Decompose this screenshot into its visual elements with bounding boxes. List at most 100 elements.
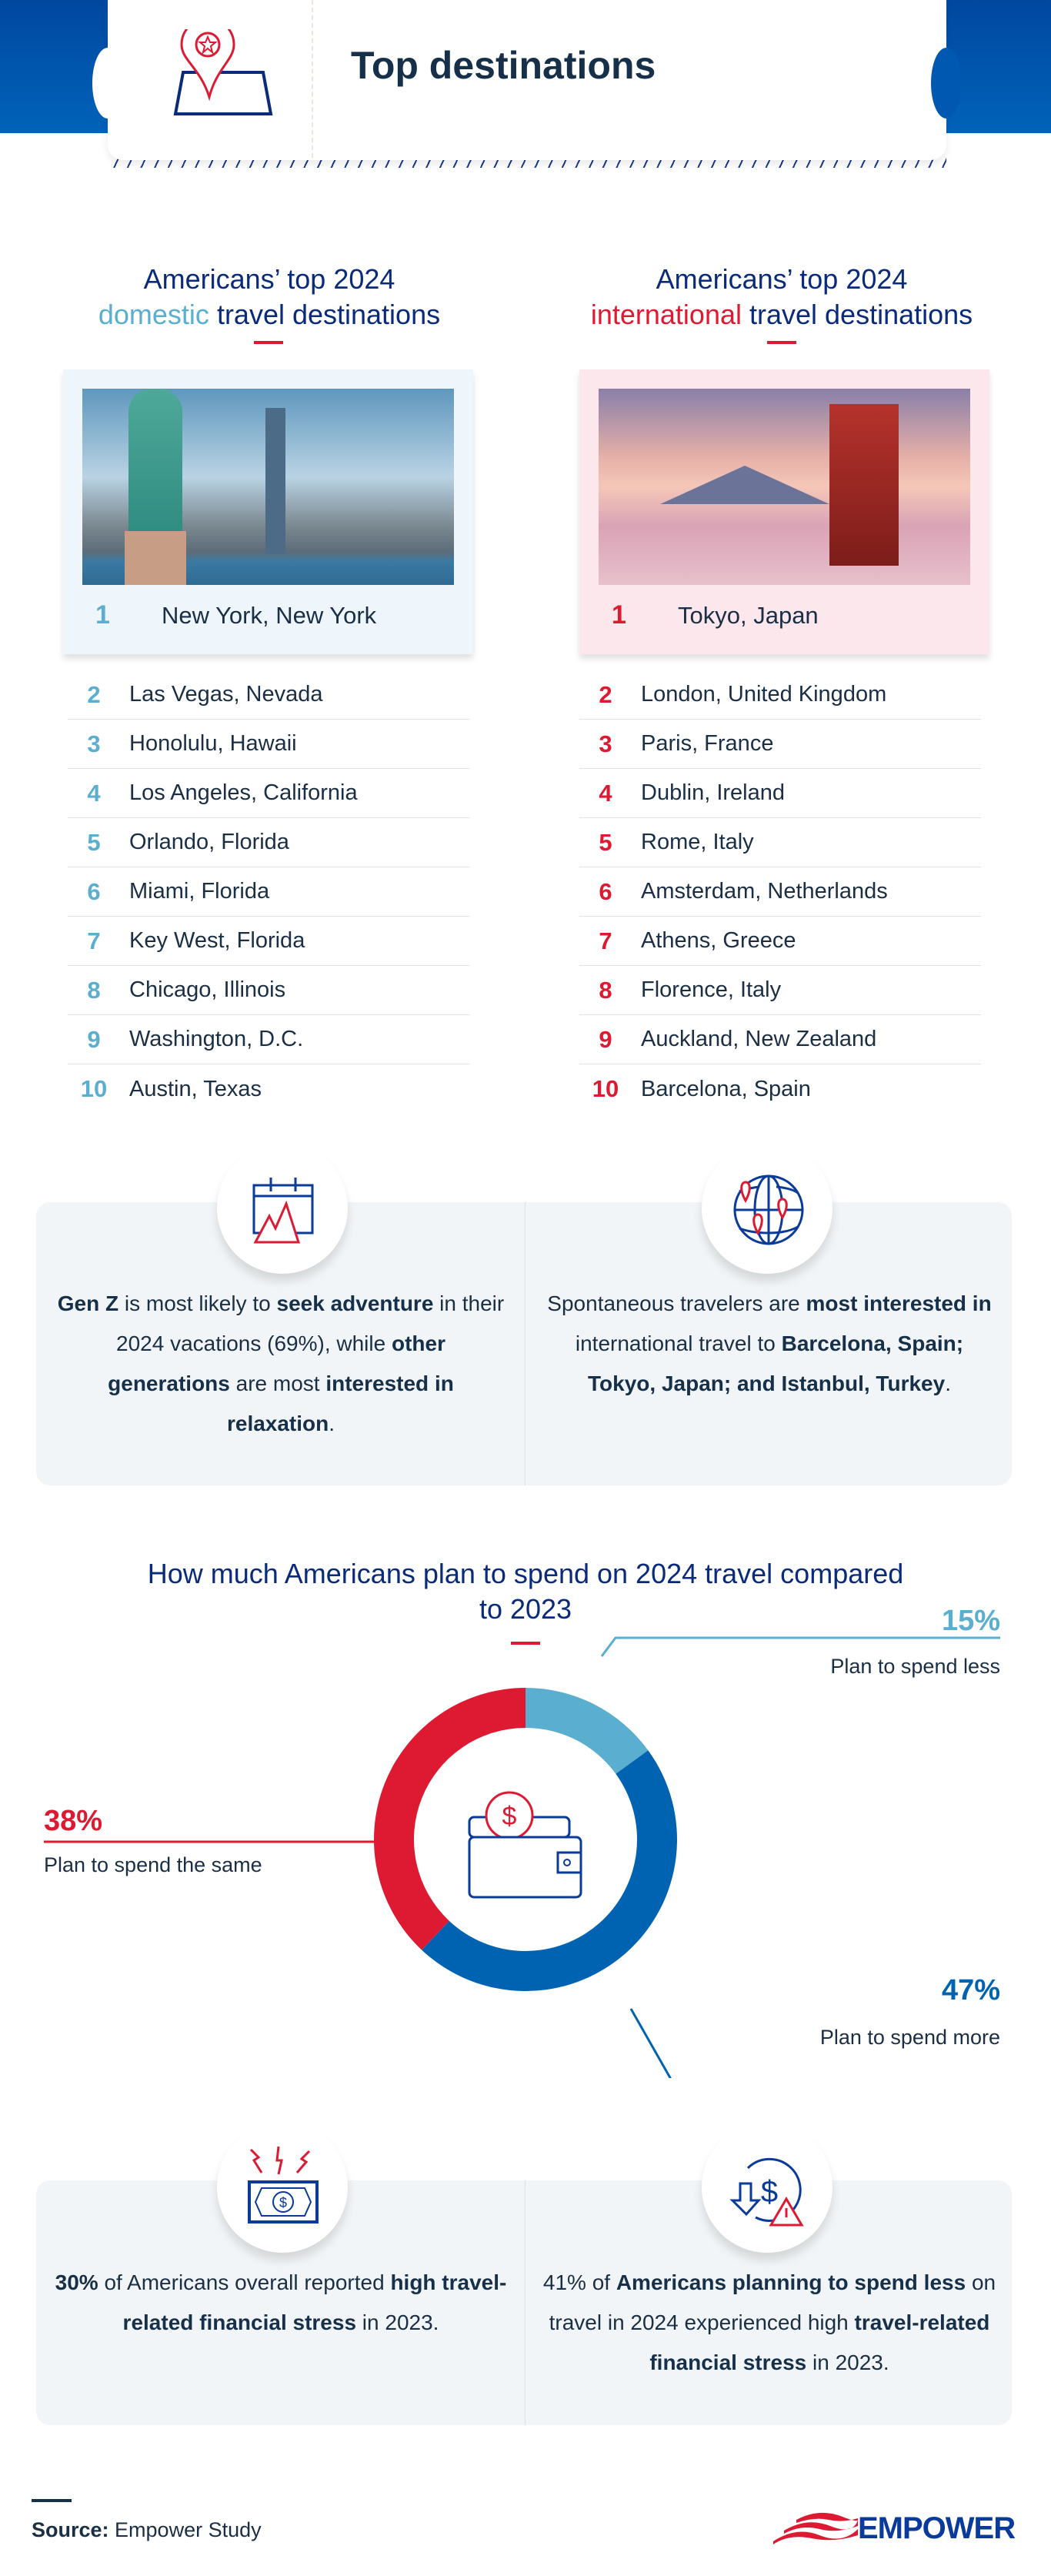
text-segment: . <box>329 1412 335 1435</box>
header-card <box>108 0 946 160</box>
insights-panel <box>36 1202 1012 1485</box>
bold-text: interested in relaxation <box>226 1372 454 1435</box>
rank-number: 4 <box>87 779 101 807</box>
stress-divider <box>525 2180 526 2425</box>
title-rest: travel destinations <box>209 299 441 330</box>
logo-text: EMPOWER <box>858 2511 1016 2545</box>
calendar-mountain-icon <box>252 1178 314 1244</box>
city-name: Key West, Florida <box>129 928 305 953</box>
donut-slice-0 <box>526 1688 649 1774</box>
list-item: 10 Barcelona, Spain <box>579 1064 981 1114</box>
slice-percent: 38% <box>44 1805 103 1837</box>
domestic-title: Americans’ top 2024 domestic travel dest… <box>23 262 515 332</box>
tokyo-photo <box>599 389 970 585</box>
city-name: Honolulu, Hawaii <box>129 731 297 756</box>
mountain-shape <box>660 466 829 504</box>
leader-line-0 <box>600 1636 1000 1657</box>
bold-text: Barcelona, Spain; Tokyo, Japan; and Ista… <box>588 1331 964 1395</box>
rank-number: 6 <box>599 877 612 905</box>
featured-city: New York, New York <box>162 602 377 629</box>
rank-number: 10 <box>80 1075 108 1102</box>
slice-label: Plan to spend less <box>830 1655 1000 1678</box>
stress-icon-circle: $ <box>217 2122 348 2253</box>
map-pin-star-icon <box>173 29 273 115</box>
rank-number: 7 <box>87 927 101 954</box>
bold-text: seek adventure <box>276 1291 434 1315</box>
stress-panel <box>36 2180 1012 2425</box>
source-note: Source: Empower Study <box>32 2518 262 2542</box>
bold-text: most interested in <box>806 1291 992 1315</box>
leader-line-1 <box>629 2008 672 2078</box>
city-name: Orlando, Florida <box>129 830 289 854</box>
list-item: 9 Washington, D.C. <box>68 1015 469 1064</box>
svg-text:$: $ <box>279 2195 287 2210</box>
list-item: 5 Orlando, Florida <box>68 818 469 867</box>
featured-international-card: 1 Tokyo, Japan <box>579 369 989 654</box>
city-name: Barcelona, Spain <box>641 1076 811 1101</box>
empower-wave-icon <box>773 2512 858 2544</box>
rank-number: 4 <box>599 779 612 807</box>
international-title: Americans’ top 2024 international travel… <box>536 262 1028 332</box>
title-highlight: international <box>590 299 742 330</box>
city-name: Miami, Florida <box>129 879 270 904</box>
title-highlight: domestic <box>98 299 209 330</box>
rank-number: 2 <box>87 680 101 708</box>
text-segment: of Americans overall reported <box>98 2270 391 2294</box>
city-name: Auckland, New Zealand <box>641 1027 877 1051</box>
bold-text: Gen Z <box>57 1291 119 1315</box>
insight-text-0: Gen Z is most likely to seek adventure i… <box>54 1284 508 1444</box>
list-item: 10 Austin, Texas <box>68 1064 469 1114</box>
bold-text: other generations <box>108 1331 445 1395</box>
city-name: Chicago, Illinois <box>129 977 286 1002</box>
list-item: 5 Rome, Italy <box>579 818 981 867</box>
title-rest: travel destinations <box>741 299 973 330</box>
donut-slice-1 <box>422 1750 678 1991</box>
list-item: 4 Los Angeles, California <box>68 769 469 818</box>
bold-text: high travel-related financial stress <box>122 2270 507 2334</box>
list-item: 9 Auckland, New Zealand <box>579 1015 981 1064</box>
city-name: Los Angeles, California <box>129 780 358 805</box>
ticket-notch <box>92 48 123 119</box>
bold-text: travel-related financial stress <box>649 2310 990 2374</box>
rank-number: 2 <box>599 680 612 708</box>
rank-number: 5 <box>87 828 101 856</box>
city-name: Amsterdam, Netherlands <box>641 879 888 904</box>
insights-divider <box>525 1202 526 1485</box>
rank-number: 6 <box>87 877 101 905</box>
title-underline <box>767 341 796 344</box>
rank-number: 7 <box>599 927 612 954</box>
text-segment: is most likely to <box>118 1291 277 1315</box>
svg-text:$: $ <box>761 2175 778 2209</box>
header-band-left <box>0 0 108 133</box>
featured-domestic-card: 1 New York, New York <box>63 369 473 654</box>
city-name: Dublin, Ireland <box>641 780 785 805</box>
rank-number: 3 <box>599 730 612 757</box>
rank-number: 3 <box>87 730 101 757</box>
text-segment: are most <box>229 1372 326 1395</box>
page-title: Top destinations <box>351 44 656 87</box>
city-name: London, United Kingdom <box>641 682 887 707</box>
header-band-right <box>946 0 1051 133</box>
text-segment: Spontaneous travelers are <box>547 1291 806 1315</box>
pagoda-shape <box>829 404 899 566</box>
stress-text-0: 30% of Americans overall reported high t… <box>54 2263 508 2343</box>
chart-title: How much Americans plan to spend on 2024… <box>147 1558 904 1625</box>
list-item: 8 Florence, Italy <box>579 966 981 1015</box>
slice-label: Plan to spend the same <box>44 1853 262 1876</box>
text-segment: international travel to <box>575 1331 782 1355</box>
text-segment: 41% of <box>542 2270 616 2294</box>
tower-shape <box>265 408 285 554</box>
title-line: Americans’ top 2024 <box>656 263 908 295</box>
list-item: 6 Miami, Florida <box>68 867 469 917</box>
ticket-notch <box>931 48 962 119</box>
list-item: 7 Key West, Florida <box>68 917 469 966</box>
list-item: 4 Dublin, Ireland <box>579 769 981 818</box>
footer-dash <box>32 2499 72 2502</box>
empower-logo[interactable]: EMPOWER <box>773 2511 1016 2546</box>
text-segment: on travel in 2024 experienced high <box>549 2270 996 2334</box>
spend-donut-chart <box>44 1636 1000 2078</box>
text-segment: . <box>945 1372 951 1395</box>
list-item: 2 Las Vegas, Nevada <box>68 670 469 720</box>
stress-icon-circle: $ <box>702 2122 832 2253</box>
list-item: 2 London, United Kingdom <box>579 670 981 720</box>
